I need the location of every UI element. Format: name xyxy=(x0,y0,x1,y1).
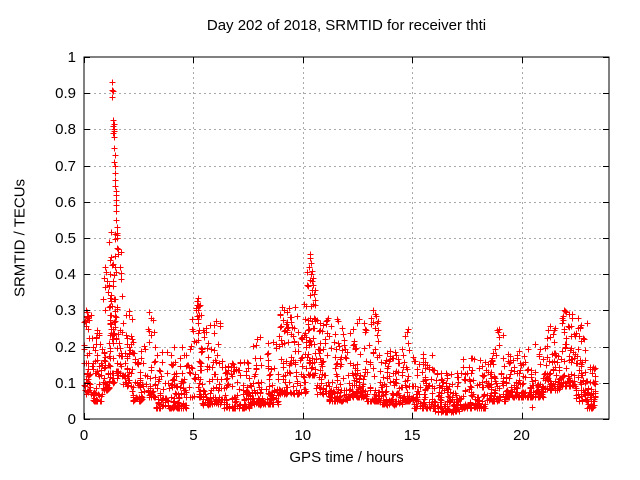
scatter-points xyxy=(81,79,599,416)
x-axis-label: GPS time / hours xyxy=(289,449,404,466)
y-tick-label: 1 xyxy=(67,49,76,66)
x-tick-label: 15 xyxy=(403,427,421,444)
y-tick-label: 0 xyxy=(67,411,76,428)
y-tick-label: 0.1 xyxy=(55,374,76,392)
y-tick-label: 0.6 xyxy=(55,193,76,211)
y-tick-label: 0.7 xyxy=(55,157,76,175)
y-tick-label: 0.9 xyxy=(55,85,76,103)
y-tick-label: 0.5 xyxy=(55,230,76,247)
plot-frame xyxy=(83,56,610,420)
x-tick-label: 5 xyxy=(189,427,198,444)
x-tick-label: 10 xyxy=(294,427,312,444)
y-tick-label: 0.8 xyxy=(55,121,76,139)
y-tick-label: 0.4 xyxy=(55,266,76,284)
y-tick-label: 0.3 xyxy=(55,302,76,320)
grid-lines xyxy=(84,57,609,419)
y-tick-label: 0.2 xyxy=(55,338,76,356)
chart-title: Day 202 of 2018, SRMTID for receiver tht… xyxy=(206,17,487,34)
x-tick-label: 0 xyxy=(79,427,89,444)
x-tick-label: 20 xyxy=(513,427,530,444)
